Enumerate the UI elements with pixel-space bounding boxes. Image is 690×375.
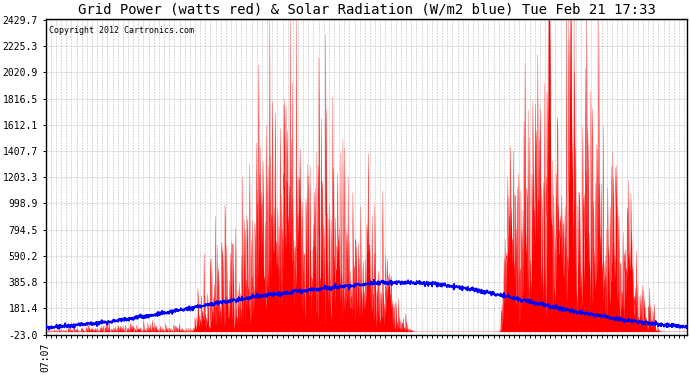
Title: Grid Power (watts red) & Solar Radiation (W/m2 blue) Tue Feb 21 17:33: Grid Power (watts red) & Solar Radiation… [77, 3, 656, 17]
Text: Copyright 2012 Cartronics.com: Copyright 2012 Cartronics.com [49, 26, 194, 34]
